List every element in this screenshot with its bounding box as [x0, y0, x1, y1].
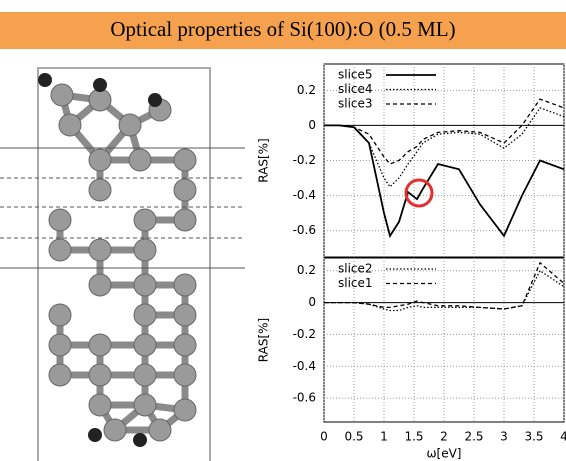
- y-tick-label: -0.2: [293, 327, 316, 341]
- atom: [134, 334, 156, 356]
- atom: [59, 114, 81, 136]
- atom: [149, 419, 171, 441]
- atom: [49, 239, 71, 261]
- y-tick-label: 0.2: [297, 263, 316, 277]
- x-tick-label: 0: [320, 430, 328, 444]
- atom: [49, 209, 71, 231]
- page: Optical properties of Si(100):O (0.5 ML)…: [0, 0, 566, 461]
- x-tick-label: 3.5: [524, 430, 543, 444]
- atom: [51, 84, 73, 106]
- atom: [89, 394, 111, 416]
- y-axis-label: RAS[%]: [257, 138, 271, 182]
- atom: [134, 394, 156, 416]
- x-tick-label: 4: [560, 430, 566, 444]
- y-tick-label: 0: [308, 118, 316, 132]
- oxygen-atom: [148, 93, 162, 107]
- atom: [174, 364, 196, 386]
- y-tick-label: 0: [308, 295, 316, 309]
- y-axis-label: RAS[%]: [257, 318, 271, 362]
- atom: [174, 179, 196, 201]
- legend-label: slice3: [338, 97, 373, 111]
- atom: [89, 89, 111, 111]
- atom: [174, 304, 196, 326]
- oxygen-atom: [133, 433, 147, 447]
- slide-title: Optical properties of Si(100):O (0.5 ML): [110, 17, 455, 41]
- atom: [174, 149, 196, 171]
- atom: [174, 274, 196, 296]
- y-tick-label: -0.6: [293, 223, 316, 237]
- atom: [119, 114, 141, 136]
- molecule-structure: [0, 68, 245, 461]
- charts: 0.2 0 -0.2 -0.4 -0.6 RAS[%] slice5slice4slice3…: [257, 64, 566, 461]
- x-tick-label: 2: [440, 430, 448, 444]
- y-tick-label: 0.2: [297, 83, 316, 97]
- atom: [134, 274, 156, 296]
- y-tick-label: -0.6: [293, 391, 316, 405]
- atom: [174, 209, 196, 231]
- atom: [89, 179, 111, 201]
- legend-label: slice2: [338, 262, 373, 276]
- oxygen-atom: [93, 78, 107, 92]
- oxygen-atom: [88, 428, 102, 442]
- atom: [89, 334, 111, 356]
- atom: [174, 334, 196, 356]
- x-tick-label: 0.5: [344, 430, 363, 444]
- atom: [174, 399, 196, 421]
- x-axis-label: ω[eV]: [426, 447, 461, 461]
- atom: [49, 304, 71, 326]
- x-tick-label: 1: [380, 430, 388, 444]
- atom: [134, 364, 156, 386]
- y-tick-label: -0.4: [293, 188, 316, 202]
- x-tick-label: 2.5: [464, 430, 483, 444]
- x-tick-label: 3: [500, 430, 508, 444]
- y-tick-label: -0.4: [293, 359, 316, 373]
- atom: [134, 239, 156, 261]
- legend-label: slice1: [338, 276, 373, 290]
- atom: [49, 334, 71, 356]
- atom: [89, 364, 111, 386]
- slide: Optical properties of Si(100):O (0.5 ML)…: [0, 0, 566, 461]
- atom: [89, 239, 111, 261]
- y-tick-label: -0.2: [293, 153, 316, 167]
- atom: [129, 149, 151, 171]
- legend-label: slice5: [338, 68, 373, 82]
- atom: [134, 209, 156, 231]
- atom: [134, 304, 156, 326]
- legend-label: slice4: [338, 82, 373, 96]
- oxygen-atom: [38, 73, 52, 87]
- atom: [104, 419, 126, 441]
- atom: [89, 149, 111, 171]
- atom: [49, 364, 71, 386]
- x-tick-label: 1.5: [404, 430, 423, 444]
- atom: [89, 274, 111, 296]
